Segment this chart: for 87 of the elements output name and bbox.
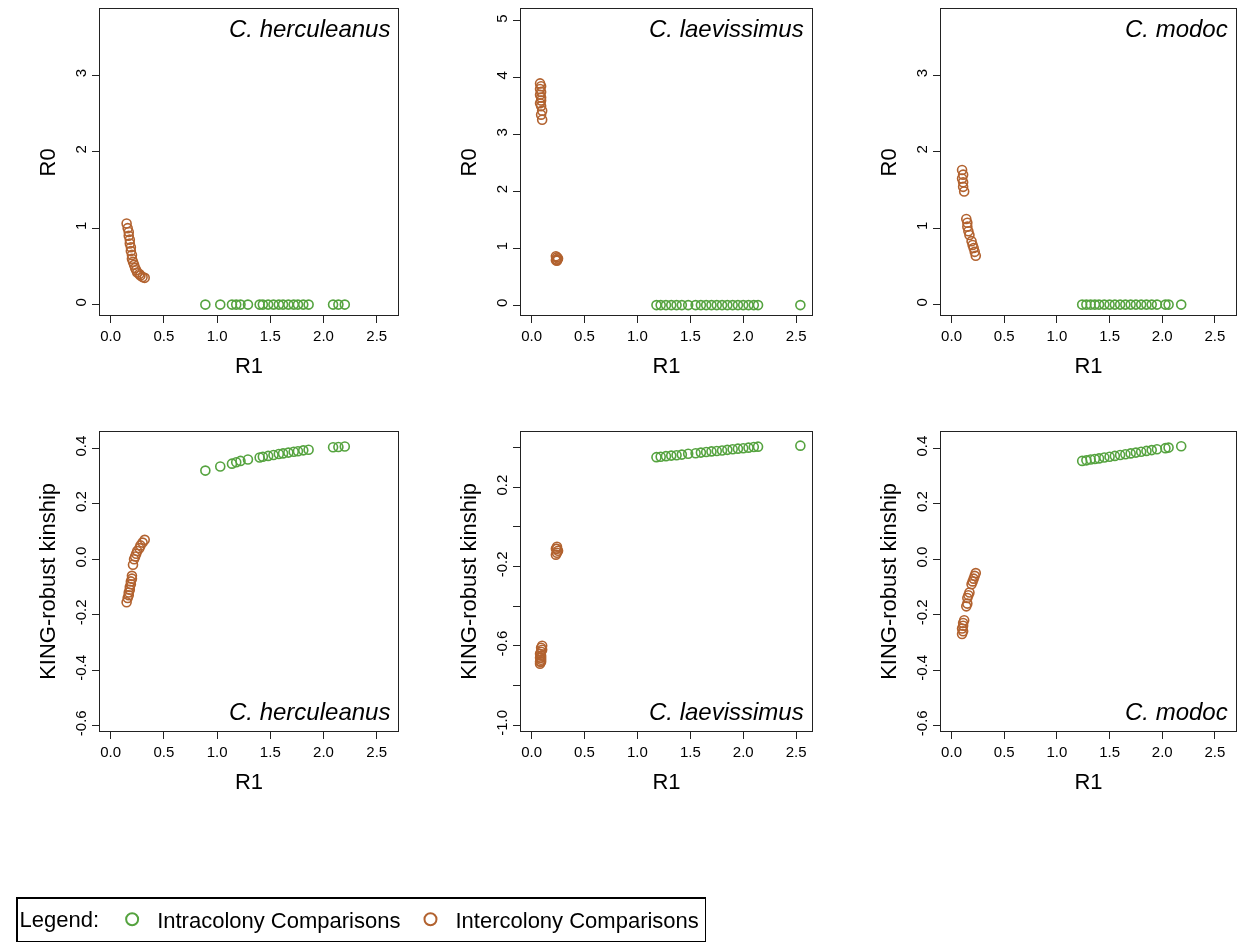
y-tick-label: 0 bbox=[492, 298, 510, 308]
y-tick-label: 0.2 bbox=[492, 474, 510, 496]
x-tick-label: 0.5 bbox=[574, 743, 595, 761]
y-tick-label: 4 bbox=[492, 71, 510, 80]
x-axis-title: R1 bbox=[234, 353, 264, 379]
chart-title: C. herculeanus bbox=[229, 15, 391, 42]
y-tick-label: 0.2 bbox=[912, 491, 930, 513]
x-tick-label: 1.0 bbox=[626, 327, 648, 345]
x-tick-label: 0.0 bbox=[941, 327, 962, 345]
y-tick-label: 0 bbox=[71, 298, 89, 307]
x-tick-label: 1.5 bbox=[679, 327, 701, 345]
y-tick-label: -0.2 bbox=[912, 599, 930, 626]
text: C. laevissimus bbox=[649, 698, 804, 725]
x-tick-label: 1.5 bbox=[259, 743, 281, 761]
legend-label: Intercolony Comparisons bbox=[455, 907, 699, 933]
x-tick-label: 0.5 bbox=[574, 327, 595, 345]
x-axis-title: R1 bbox=[234, 769, 264, 795]
y-tick-label: 3 bbox=[71, 68, 89, 78]
x-tick-label: 2.5 bbox=[366, 743, 388, 761]
x-tick-label: 2.0 bbox=[313, 327, 334, 345]
y-tick-label: 0.4 bbox=[71, 435, 89, 457]
text: C. modoc bbox=[1125, 698, 1228, 725]
legend-title: Legend: bbox=[19, 907, 100, 933]
y-tick-label: 2 bbox=[492, 184, 510, 194]
y-tick-label: 1 bbox=[492, 241, 510, 251]
x-tick-label: 1.5 bbox=[259, 327, 281, 345]
y-axis-title: KING-robust kinship bbox=[875, 482, 901, 680]
y-tick-label: 0.2 bbox=[71, 491, 89, 513]
y-tick-label: 0.0 bbox=[71, 546, 89, 568]
text: C. herculeanus bbox=[229, 698, 391, 725]
x-tick-label: 2.0 bbox=[732, 743, 754, 761]
y-axis-title: R0 bbox=[875, 148, 901, 177]
x-tick-label: 0.0 bbox=[521, 327, 543, 345]
x-tick-label: 2.5 bbox=[785, 327, 807, 345]
x-axis-title: R1 bbox=[1074, 769, 1103, 795]
x-axis-title: R1 bbox=[652, 353, 681, 379]
x-tick-label: 1.0 bbox=[626, 743, 648, 761]
y-axis-title: R0 bbox=[34, 148, 60, 177]
x-tick-label: 2.0 bbox=[732, 327, 754, 345]
y-axis-title: KING-robust kinship bbox=[455, 482, 481, 680]
x-tick-label: 0.5 bbox=[153, 743, 175, 761]
y-tick-label: -0.6 bbox=[912, 710, 930, 737]
x-tick-label: 2.0 bbox=[1151, 327, 1173, 345]
x-tick-label: 0.0 bbox=[100, 327, 122, 345]
y-tick-label: -0.6 bbox=[492, 630, 510, 657]
x-tick-label: 1.5 bbox=[1099, 743, 1120, 761]
y-tick-label: -0.4 bbox=[71, 654, 89, 681]
x-tick-label: 1.5 bbox=[679, 743, 701, 761]
y-tick-label: -1.0 bbox=[492, 709, 510, 736]
x-tick-label: 0.0 bbox=[521, 743, 543, 761]
y-tick-label: 0 bbox=[912, 298, 930, 307]
y-tick-label: -0.4 bbox=[912, 654, 930, 681]
y-tick-label: 2 bbox=[71, 145, 89, 154]
x-tick-label: 1.0 bbox=[1046, 327, 1068, 345]
chart-title: C. laevissimus bbox=[649, 15, 804, 42]
y-tick-label: 1 bbox=[912, 221, 930, 231]
x-tick-label: 0.5 bbox=[153, 327, 175, 345]
x-tick-label: 1.0 bbox=[206, 327, 228, 345]
x-tick-label: 2.5 bbox=[366, 327, 388, 345]
x-tick-label: 2.5 bbox=[1204, 743, 1226, 761]
y-tick-label: 3 bbox=[492, 128, 510, 137]
legend-label: Intracolony Comparisons bbox=[157, 907, 401, 933]
chart-title: C. modoc bbox=[1125, 15, 1228, 42]
x-tick-label: 0.0 bbox=[100, 743, 122, 761]
y-tick-label: 3 bbox=[912, 68, 930, 78]
x-tick-label: 2.5 bbox=[785, 743, 807, 761]
x-axis-title: R1 bbox=[1074, 353, 1103, 379]
x-tick-label: 0.5 bbox=[993, 743, 1015, 761]
x-tick-label: 2.0 bbox=[313, 743, 334, 761]
x-axis-title: R1 bbox=[652, 769, 681, 795]
y-tick-label: -0.2 bbox=[492, 551, 510, 578]
y-tick-label: -0.2 bbox=[71, 599, 89, 626]
x-tick-label: 2.5 bbox=[1204, 327, 1226, 345]
y-tick-label: 0.0 bbox=[912, 546, 930, 568]
x-tick-label: 2.0 bbox=[1151, 743, 1173, 761]
y-tick-label: -0.6 bbox=[71, 710, 89, 737]
x-tick-label: 1.0 bbox=[206, 743, 228, 761]
x-tick-label: 0.5 bbox=[993, 327, 1015, 345]
y-tick-label: 1 bbox=[71, 221, 89, 231]
y-tick-label: 5 bbox=[492, 14, 510, 23]
y-tick-label: 2 bbox=[912, 145, 930, 154]
y-axis-title: KING-robust kinship bbox=[34, 482, 60, 680]
x-tick-label: 0.0 bbox=[941, 743, 962, 761]
y-tick-label: 0.4 bbox=[912, 435, 930, 457]
y-axis-title: R0 bbox=[455, 148, 481, 177]
x-tick-label: 1.5 bbox=[1099, 327, 1120, 345]
x-tick-label: 1.0 bbox=[1046, 743, 1068, 761]
